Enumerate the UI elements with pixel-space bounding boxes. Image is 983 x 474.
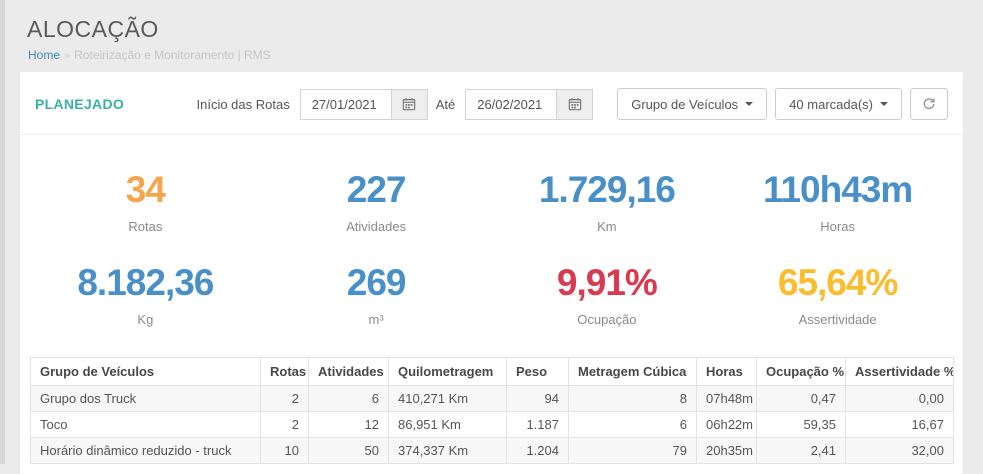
- column-header[interactable]: Ocupação %: [756, 356, 846, 386]
- vehicle-group-dropdown-label: Grupo de Veículos: [631, 96, 739, 112]
- column-header[interactable]: Peso: [506, 356, 569, 386]
- cell-peso: 1.204: [506, 436, 569, 464]
- kpi-label: Atividades: [346, 218, 407, 234]
- refresh-icon: [923, 98, 935, 110]
- calendar-icon: [402, 98, 416, 111]
- column-header[interactable]: Quilometragem: [388, 356, 507, 386]
- refresh-button[interactable]: [910, 88, 948, 120]
- cell-peso: 94: [506, 384, 569, 412]
- kpi-value: 65,64%: [777, 261, 898, 303]
- kpi-value: 1.729,16: [538, 169, 676, 210]
- cell-assertividade: 16,67: [845, 410, 954, 438]
- cell-horas: 20h35m: [696, 436, 757, 464]
- kpi-value: 9,91%: [556, 261, 658, 303]
- cell-group: Grupo dos Truck: [30, 384, 261, 412]
- marked-dropdown[interactable]: 40 marcada(s): [775, 88, 902, 120]
- vehicle-group-dropdown[interactable]: Grupo de Veículos: [617, 88, 768, 120]
- kpi-ocupacao: 9,91% Ocupação: [492, 261, 723, 327]
- kpi-value: 110h43m: [762, 169, 913, 210]
- column-header[interactable]: Rotas: [260, 356, 309, 386]
- kpi-kg: 8.182,36 Kg: [30, 261, 261, 327]
- column-header[interactable]: Metragem Cúbica: [568, 356, 697, 386]
- sidebar-edge: [0, 0, 5, 464]
- kpi-value: 227: [346, 169, 407, 210]
- cell-atividades: 6: [308, 384, 389, 412]
- kpi-value: 269: [346, 261, 407, 303]
- panel-toolbar: Início das Rotas Até: [196, 88, 948, 120]
- start-date-input[interactable]: [299, 88, 392, 120]
- panel-header: PLANEJADO Início das Rotas: [20, 72, 963, 134]
- start-date-calendar-button[interactable]: [391, 88, 428, 120]
- breadcrumb-home-link[interactable]: Home: [28, 48, 61, 62]
- breadcrumb-separator: »: [64, 50, 71, 62]
- panel-title: PLANEJADO: [35, 96, 125, 112]
- calendar-icon: [568, 98, 581, 111]
- until-date-calendar-button[interactable]: [557, 88, 594, 120]
- table-header-row: Grupo de Veículos Rotas Atividades Quilo…: [30, 356, 954, 386]
- cell-horas: 07h48m: [696, 384, 757, 412]
- cell-rotas: 10: [260, 436, 309, 464]
- page-title: ALOCAÇÃO: [27, 16, 159, 42]
- kpi-m3: 269 m³: [261, 261, 492, 327]
- cell-atividades: 50: [308, 436, 389, 464]
- kpi-label: Rotas: [128, 218, 163, 234]
- cell-group: Toco: [30, 410, 261, 438]
- table-row[interactable]: Horário dinâmico reduzido - truck 10 50 …: [30, 436, 954, 464]
- kpi-label: Assertividade: [798, 311, 877, 327]
- kpi-assertividade: 65,64% Assertividade: [722, 261, 953, 327]
- cell-assertividade: 32,00: [845, 436, 954, 464]
- planned-panel: PLANEJADO Início das Rotas: [20, 72, 963, 474]
- cell-assertividade: 0,00: [845, 384, 954, 412]
- start-date-group: [299, 88, 428, 120]
- kpi-label: Km: [597, 218, 617, 234]
- cell-metragem-cubica: 6: [568, 410, 697, 438]
- until-date-group: [465, 88, 594, 120]
- cell-ocupacao: 59,35: [756, 410, 846, 438]
- cell-rotas: 2: [260, 410, 309, 438]
- column-header[interactable]: Assertividade %: [845, 356, 954, 386]
- chevron-down-icon: [745, 102, 754, 106]
- kpi-rotas: 34 Rotas: [30, 169, 261, 234]
- kpi-label: m³: [368, 311, 384, 327]
- breadcrumb: Home» Roteirização e Monitoramento | RMS: [28, 48, 963, 62]
- cell-group: Horário dinâmico reduzido - truck: [30, 436, 261, 464]
- vehicle-groups-table: Grupo de Veículos Rotas Atividades Quilo…: [30, 356, 954, 464]
- until-date-input[interactable]: [465, 88, 558, 120]
- column-header[interactable]: Grupo de Veículos: [30, 356, 261, 386]
- cell-quilometragem: 410,271 Km: [388, 384, 507, 412]
- kpi-value: 34: [125, 169, 166, 210]
- breadcrumb-current: Roteirização e Monitoramento | RMS: [74, 48, 271, 62]
- kpi-label: Kg: [137, 311, 154, 327]
- cell-quilometragem: 86,951 Km: [388, 410, 507, 438]
- cell-rotas: 2: [260, 384, 309, 412]
- column-header[interactable]: Atividades: [308, 356, 389, 386]
- kpi-label: Horas: [820, 218, 855, 234]
- start-date-label: Início das Rotas: [196, 96, 290, 112]
- cell-ocupacao: 2,41: [756, 436, 846, 464]
- kpi-atividades: 227 Atividades: [261, 169, 492, 234]
- cell-horas: 06h22m: [696, 410, 757, 438]
- panel-header-divider: [20, 134, 963, 135]
- table-row[interactable]: Grupo dos Truck 2 6 410,271 Km 94 8 07h4…: [30, 384, 954, 412]
- chevron-down-icon: [880, 102, 888, 106]
- cell-quilometragem: 374,337 Km: [388, 436, 507, 464]
- cell-ocupacao: 0,47: [756, 384, 846, 412]
- kpi-grid: 34 Rotas 227 Atividades 1.729,16 Km 110h…: [20, 135, 963, 327]
- marked-dropdown-label: 40 marcada(s): [789, 96, 873, 112]
- kpi-label: Ocupação: [577, 311, 637, 327]
- cell-peso: 1.187: [506, 410, 569, 438]
- cell-metragem-cubica: 8: [568, 384, 697, 412]
- kpi-horas: 110h43m Horas: [722, 169, 953, 234]
- cell-metragem-cubica: 79: [568, 436, 697, 464]
- kpi-value: 8.182,36: [77, 261, 214, 303]
- table-row[interactable]: Toco 2 12 86,951 Km 1.187 6 06h22m 59,35…: [30, 410, 954, 438]
- column-header[interactable]: Horas: [696, 356, 757, 386]
- kpi-km: 1.729,16 Km: [492, 169, 723, 234]
- until-date-label: Até: [435, 96, 456, 112]
- cell-atividades: 12: [308, 410, 389, 438]
